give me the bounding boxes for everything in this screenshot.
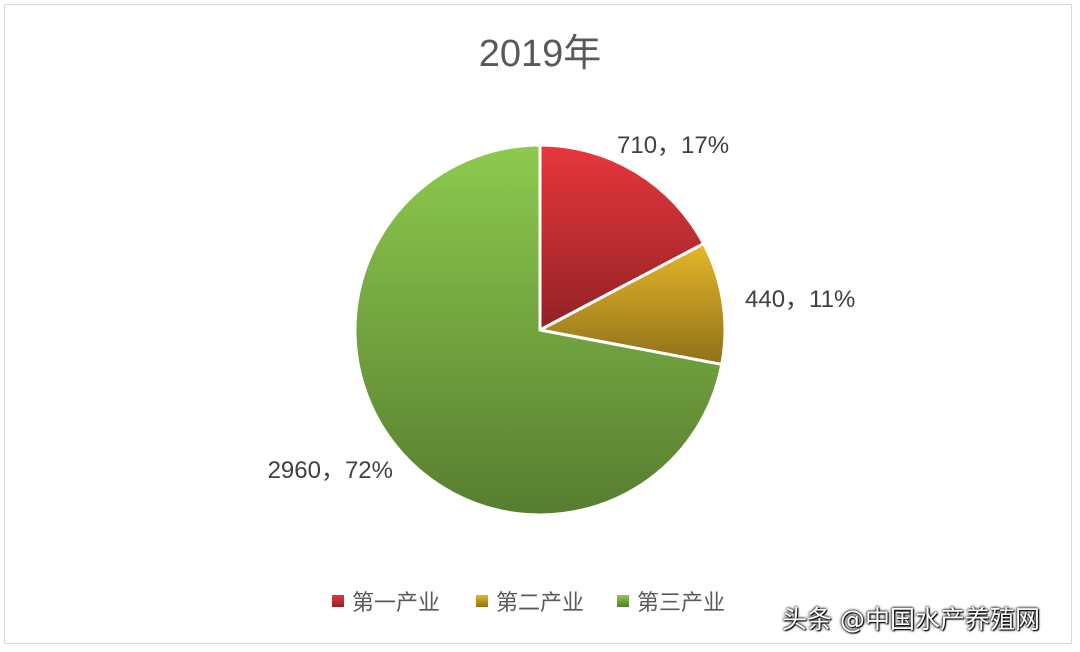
data-labels: 710，17% 440，11% 2960，72% <box>268 132 856 484</box>
legend-label-1: 第一产业 <box>352 591 440 616</box>
legend-label-2: 第二产业 <box>496 591 584 616</box>
legend-label-3: 第三产业 <box>637 591 725 616</box>
pie-slices <box>353 143 727 517</box>
watermark-text: 头条 @中国水产养殖网 <box>782 605 1040 634</box>
legend-swatch-2 <box>476 595 488 607</box>
data-label-2: 440，11% <box>745 286 855 313</box>
legend: 第一产业 第二产业 第三产业 <box>332 591 725 616</box>
pie-slice-3 <box>353 143 724 517</box>
data-label-3: 2960，72% <box>268 457 393 484</box>
legend-swatch-1 <box>332 595 344 607</box>
data-label-1: 710，17% <box>617 132 729 159</box>
legend-swatch-3 <box>617 595 629 607</box>
pie-slice-1 <box>538 143 706 332</box>
pie-slice-2 <box>538 242 727 366</box>
chart-title: 2019年 <box>479 33 602 75</box>
